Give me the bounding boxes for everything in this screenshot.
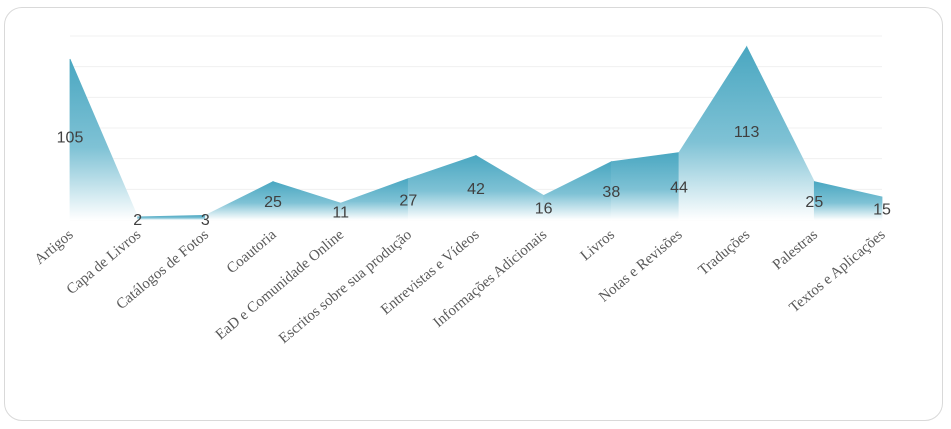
category-label: Informações Adicionais xyxy=(431,227,551,331)
data-label: 44 xyxy=(670,179,688,196)
category-label: Artigos xyxy=(32,227,77,268)
category-label: Traduções xyxy=(695,227,753,279)
data-labels: 105 2 3 25 11 27 42 16 38 44 113 25 15 xyxy=(57,124,891,229)
category-label: Coautoria xyxy=(224,227,280,277)
area-segment xyxy=(340,178,409,221)
area-segment xyxy=(610,152,680,221)
area-segment xyxy=(204,181,274,221)
category-label: EaD e Comunidade Online xyxy=(213,227,348,344)
area-segment xyxy=(475,154,545,221)
area-segment xyxy=(407,155,477,221)
data-label: 25 xyxy=(805,194,823,211)
data-label: 25 xyxy=(264,194,282,211)
data-label: 3 xyxy=(201,212,210,229)
data-label: 38 xyxy=(602,184,620,201)
category-label: Escritos sobre sua produção xyxy=(276,227,415,347)
data-label: 2 xyxy=(133,212,142,229)
data-label: 11 xyxy=(332,205,349,222)
data-label: 15 xyxy=(873,202,891,219)
data-label: 105 xyxy=(57,130,84,147)
area-segment xyxy=(272,181,342,221)
area-segment xyxy=(543,161,612,221)
area-segment xyxy=(137,214,206,221)
data-label: 113 xyxy=(734,124,760,141)
data-label: 16 xyxy=(535,201,553,218)
category-label: Livros xyxy=(578,227,618,265)
area-segment xyxy=(813,181,883,221)
data-label: 27 xyxy=(399,192,417,209)
area-series xyxy=(69,45,883,221)
data-label: 42 xyxy=(467,181,485,198)
category-label: Palestras xyxy=(770,227,821,274)
